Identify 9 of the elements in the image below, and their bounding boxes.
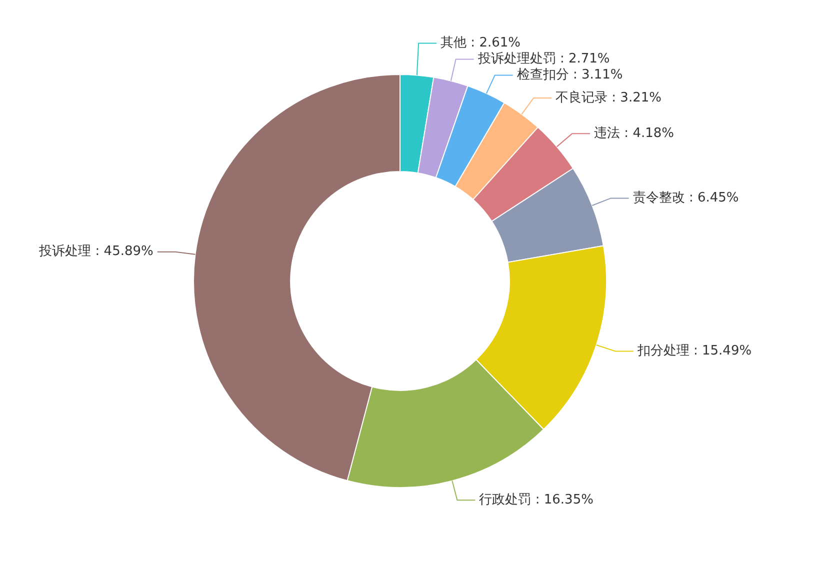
slice-label: 检查扣分 : 3.11% bbox=[516, 68, 623, 83]
slice-label: 行政处罚 : 16.35% bbox=[479, 492, 594, 508]
slice-label: 其他 : 2.61% bbox=[440, 36, 521, 51]
slice-label: 责令整改 : 6.45% bbox=[632, 190, 739, 206]
slice-label: 投诉处理处罚 : 2.71% bbox=[476, 52, 610, 67]
slice-label: 违法 : 4.18% bbox=[594, 126, 674, 142]
slice-label: 不良记录 : 3.21% bbox=[556, 90, 662, 106]
slice-label: 投诉处理 : 45.89% bbox=[38, 244, 154, 260]
slice-label: 扣分处理 : 15.49% bbox=[636, 344, 752, 359]
